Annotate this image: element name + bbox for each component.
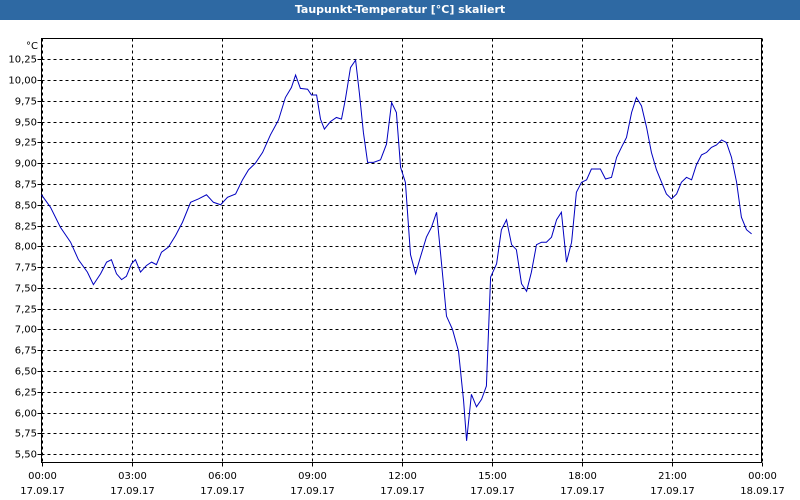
- y-tick-label: 7,25: [15, 305, 37, 316]
- x-tick-label: 21:00: [658, 471, 687, 482]
- y-tick-label: 10,25: [8, 55, 37, 66]
- y-tick-label: 8,50: [15, 201, 37, 212]
- x-tick-label: 12:00: [388, 471, 417, 482]
- plot-frame: [41, 38, 762, 463]
- x-tick-label: 00:00: [28, 471, 57, 482]
- x-tick-label: 00:00: [748, 471, 777, 482]
- y-tick-label: 10,00: [8, 76, 37, 87]
- x-tick-date: 17.09.17: [20, 486, 65, 497]
- y-tick-label: 6,25: [15, 388, 37, 399]
- y-tick-label: 6,00: [15, 409, 37, 420]
- y-tick-label: 9,50: [15, 118, 37, 129]
- x-tick-label: 03:00: [118, 471, 147, 482]
- x-tick-date: 17.09.17: [200, 486, 245, 497]
- y-tick-label: 9,25: [15, 138, 37, 149]
- x-tick-label: 06:00: [208, 471, 237, 482]
- x-tick-label: 18:00: [568, 471, 597, 482]
- x-tick-date: 18.09.17: [740, 486, 785, 497]
- y-tick-label: 5,75: [15, 429, 37, 440]
- data-line: [41, 58, 752, 441]
- y-tick-label: 8,75: [15, 180, 37, 191]
- x-tick-label: 15:00: [478, 471, 507, 482]
- y-tick-label: 8,25: [15, 222, 37, 233]
- title-bar: [0, 0, 800, 20]
- y-tick-label: 6,75: [15, 346, 37, 357]
- y-tick-label: 7,50: [15, 284, 37, 295]
- x-tick-label: 09:00: [298, 471, 327, 482]
- chart-title: Taupunkt-Temperatur [°C] skaliert: [295, 3, 505, 16]
- y-tick-label: 9,75: [15, 97, 37, 108]
- x-tick-date: 17.09.17: [560, 486, 605, 497]
- x-tick-date: 17.09.17: [650, 486, 695, 497]
- x-tick-date: 17.09.17: [470, 486, 515, 497]
- y-tick-label: 6,50: [15, 367, 37, 378]
- y-axis-label: °C: [26, 41, 38, 52]
- y-tick-label: 9,00: [15, 159, 37, 170]
- y-tick-label: 5,50: [15, 450, 37, 461]
- x-tick-date: 17.09.17: [380, 486, 425, 497]
- x-tick-date: 17.09.17: [110, 486, 155, 497]
- x-tick-date: 17.09.17: [290, 486, 335, 497]
- y-tick-label: 7,75: [15, 263, 37, 274]
- y-tick-label: 7,00: [15, 325, 37, 336]
- y-tick-label: 8,00: [15, 242, 37, 253]
